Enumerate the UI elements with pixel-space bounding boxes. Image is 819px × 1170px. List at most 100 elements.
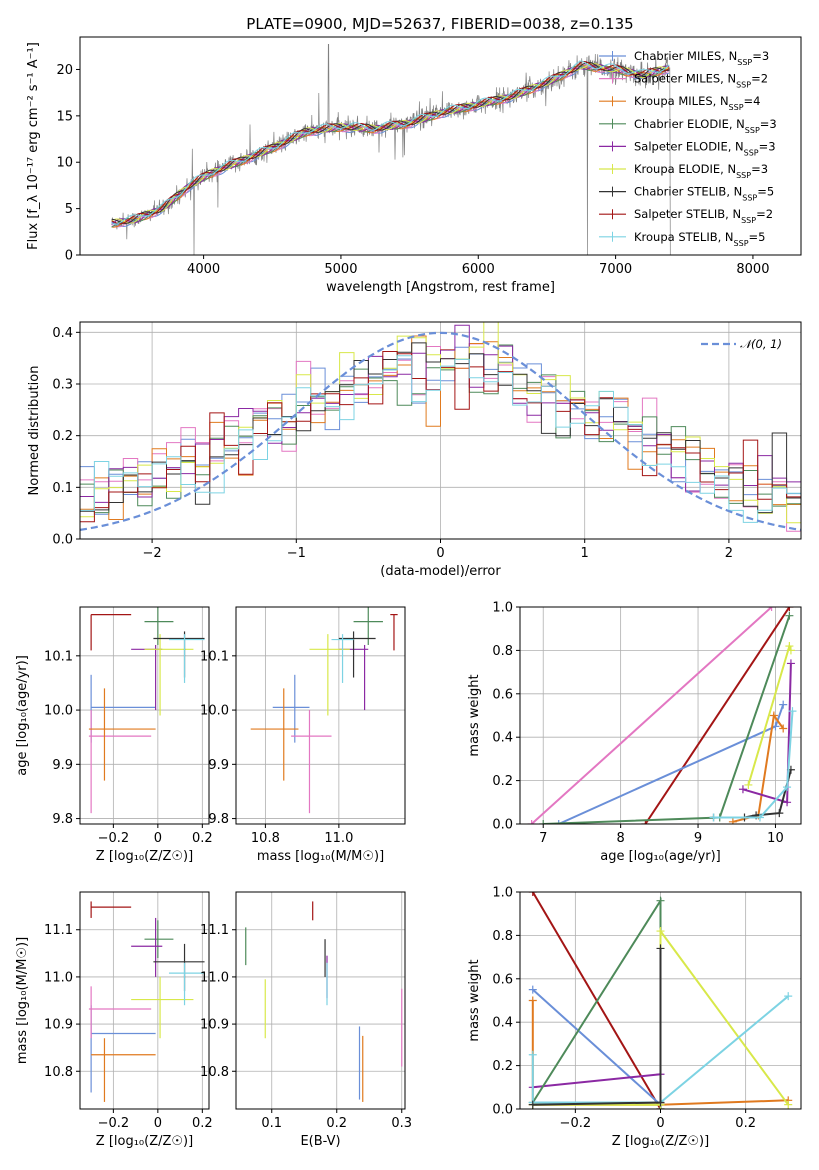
x-tick-label: 0 (154, 831, 162, 846)
legend-label: Chabrier MILES, NSSP=3 (634, 49, 769, 67)
y-tick-label: 11.0 (200, 970, 229, 985)
massweight-marker (728, 817, 737, 824)
y-tick-label: 0.1 (52, 481, 73, 496)
legend-label: Kroupa ELODIE, NSSP=3 (634, 162, 768, 180)
errorbar-point (91, 1038, 156, 1102)
age-vs-mass-panel: 10.8 11.0 9.8 9.9 10.0 10.1 mass [log₁₀(M/M☉)] (200, 606, 406, 864)
y-tick-label: 10 (56, 156, 73, 171)
massweight-series (641, 607, 794, 824)
massweight-marker (769, 711, 778, 720)
y-tick-label: 0.0 (492, 1103, 513, 1118)
massweight-marker (528, 985, 537, 994)
normal-reference-curve (80, 331, 801, 531)
y-tick-label: 10.0 (200, 704, 229, 719)
massweight-marker (775, 809, 784, 818)
errorbar-point (144, 920, 174, 959)
x-tick-label: −2 (143, 546, 162, 561)
spectrum-panel: 4000 5000 6000 7000 8000 0 5 10 15 20 wavelength [… (26, 36, 802, 295)
massweight-marker (539, 820, 548, 824)
y-tick-label: 0.6 (492, 687, 513, 702)
histogram-step-line (80, 342, 801, 514)
x-tick-label: −1 (287, 546, 306, 561)
x-tick-label: 11.0 (324, 831, 353, 846)
massweight-marker (779, 700, 788, 709)
errorbar-point (390, 613, 398, 651)
mass-vs-EBV-frame (235, 891, 406, 1110)
errorbar-point (331, 634, 354, 683)
spectrum-plot-area (111, 44, 671, 255)
x-tick-label: 10 (767, 831, 784, 846)
spectrum-frame (79, 36, 802, 256)
massweight-marker (528, 996, 537, 1005)
spectrum-legend: Chabrier MILES, NSSP=3 Salpeter MILES, NS… (599, 49, 777, 247)
residuals-panel: −2 −1 0 1 2 0.0 0.1 0.2 0.3 0.4 (data-model)/error… (27, 321, 802, 579)
spectrum-model-line (111, 64, 670, 225)
y-tick-label: 10.9 (200, 1018, 229, 1033)
y-tick-label: 9.8 (208, 812, 229, 827)
x-tick-label: 9 (694, 831, 702, 846)
massweight-vs-age-frame (519, 606, 802, 825)
residuals-y-axis-label: Normed distribution (27, 366, 42, 496)
massweight-marker (744, 780, 753, 789)
spectrum-data-line (111, 44, 671, 255)
y-tick-label: 10.1 (44, 649, 73, 664)
legend-label: Salpeter ELODIE, NSSP=3 (634, 139, 776, 157)
y-tick-label: 0.0 (492, 818, 513, 833)
massweight-vs-age-panel: 7 8 9 10 0.0 0.2 0.4 0.6 0.8 1.0 age [log₁₀(age/yr… (467, 601, 802, 864)
massweight-series (709, 707, 797, 822)
legend-label: Salpeter MILES, NSSP=2 (634, 72, 768, 90)
age-vs-mass-plot-area (250, 607, 398, 814)
y-tick-label: 11.1 (44, 923, 73, 938)
y-tick-label: 10.8 (44, 1065, 73, 1080)
mass-vs-Z-y-axis-label: mass [log₁₀(M/M☉)] (15, 937, 30, 1064)
y-tick-label: 10.1 (200, 649, 229, 664)
legend-label: Chabrier STELIB, NSSP=5 (634, 185, 774, 203)
massweight-marker (527, 820, 536, 824)
spectrum-y-axis-label: Flux [f_λ 10⁻¹⁷ erg cm⁻² s⁻¹ A⁻¹] (26, 42, 41, 250)
massweight-line (644, 607, 791, 824)
mass-vs-Z-frame (79, 891, 210, 1110)
errorbar-point (88, 710, 152, 814)
mass-vs-metallicity-panel: −0.2 0 0.2 10.8 10.9 11.0 11.1 Z [log₁₀(Z/Z☉)] m… (15, 891, 213, 1149)
massweight-line (713, 711, 794, 819)
residuals-x-axis-label: (data-model)/error (380, 564, 501, 579)
spectrum-model-line (111, 64, 670, 228)
massweight-series (528, 944, 665, 1109)
x-tick-label: 6000 (462, 262, 495, 277)
y-tick-label: 0.4 (492, 731, 513, 746)
massweight-marker (755, 813, 764, 822)
y-tick-label: 11.1 (200, 923, 229, 938)
x-tick-label: 8000 (736, 262, 769, 277)
massweight-marker (784, 1100, 793, 1109)
errorbar-point (131, 917, 163, 977)
errorbar-point (291, 710, 332, 814)
age-vs-mass-frame (235, 606, 406, 825)
y-tick-label: 0.4 (52, 326, 73, 341)
massweight-marker (786, 659, 795, 668)
y-tick-label: 0.6 (492, 972, 513, 987)
y-tick-label: 0 (65, 249, 73, 264)
y-tick-label: 15 (56, 109, 73, 124)
x-tick-label: −0.2 (98, 1116, 130, 1131)
x-tick-label: 1 (581, 546, 589, 561)
massweight-marker (641, 820, 650, 824)
massweight-vs-age-plot-area (527, 607, 797, 824)
errorbar-point (250, 688, 299, 781)
mass-vs-Z-x-axis-label: Z [log₁₀(Z/Z☉)] (96, 1134, 193, 1149)
y-tick-label: 0.2 (492, 1059, 513, 1074)
y-tick-label: 10.9 (44, 1018, 73, 1033)
legend-label: Kroupa STELIB, NSSP=5 (634, 230, 765, 248)
errorbar-point (144, 634, 194, 716)
x-tick-label: 7000 (599, 262, 632, 277)
massweight-series (527, 607, 776, 824)
errorbar-point (168, 634, 205, 683)
age-vs-metallicity-panel: −0.2 0 0.2 9.8 9.9 10.0 10.1 Z [log₁₀(Z/Z☉)] age… (15, 606, 213, 864)
figure-title: PLATE=0900, MJD=52637, FIBERID=0038, z=0… (246, 15, 633, 33)
x-tick-label: −0.2 (560, 1116, 592, 1131)
spectrum-model-line (111, 60, 670, 225)
errorbar-point (131, 976, 194, 1039)
y-tick-label: 0.3 (52, 378, 73, 393)
massweight-marker (738, 785, 747, 794)
y-tick-label: 1.0 (492, 886, 513, 901)
